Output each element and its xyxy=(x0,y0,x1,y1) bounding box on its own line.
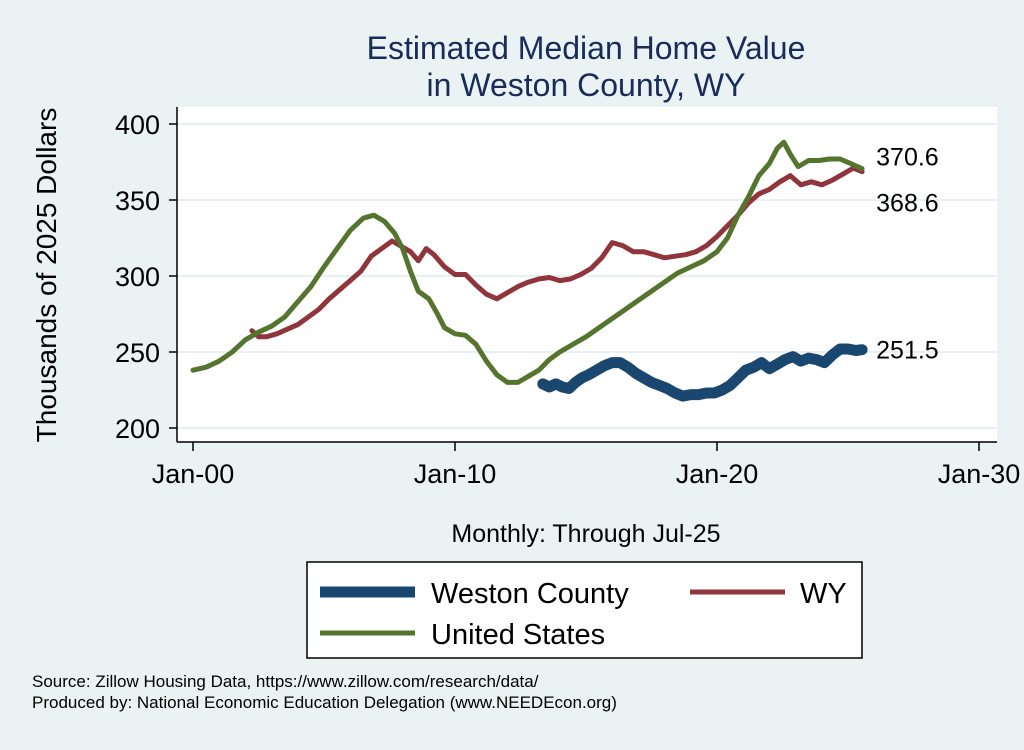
y-tick-label-200: 200 xyxy=(115,414,160,444)
y-tick-label-400: 400 xyxy=(115,110,160,140)
x-tick-label-Jan-30: Jan-30 xyxy=(938,459,1021,489)
y-tick-label-250: 250 xyxy=(115,338,160,368)
series-line-united-states xyxy=(190,139,865,385)
legend-label-wy: WY xyxy=(800,578,847,610)
chart-title-line-2: in Weston County, WY xyxy=(427,67,746,103)
end-label-united-states: 370.6 xyxy=(876,144,939,172)
series-line-wy xyxy=(249,165,865,340)
series-line-weston-county xyxy=(537,343,868,402)
legend-label-united-states: United States xyxy=(431,619,605,651)
x-axis-label: Monthly: Through Jul-25 xyxy=(451,520,720,548)
y-tick-label-350: 350 xyxy=(115,186,160,216)
axis-ticks: 200 250 300 350 400 Jan-00 Jan-10 Jan-20 Jan-30 xyxy=(115,110,1020,489)
end-labels: 370.6 368.6 251.5 xyxy=(876,144,939,365)
legend: Weston County WY United States xyxy=(306,561,863,659)
produced-by-note: Produced by: National Economic Education… xyxy=(32,693,617,712)
x-tick-label-Jan-20: Jan-20 xyxy=(676,459,759,489)
x-tick-label-Jan-00: Jan-00 xyxy=(152,459,235,489)
series-lines xyxy=(190,139,868,402)
end-label-wy: 368.6 xyxy=(876,190,939,218)
legend-box xyxy=(306,561,863,659)
x-tick-label-Jan-10: Jan-10 xyxy=(414,459,497,489)
y-tick-label-300: 300 xyxy=(115,262,160,292)
legend-label-weston-county: Weston County xyxy=(431,578,629,610)
axes xyxy=(176,107,997,443)
plot-area xyxy=(177,107,997,442)
chart-title-line-1: Estimated Median Home Value xyxy=(367,30,806,66)
end-label-weston-county: 251.5 xyxy=(876,337,939,365)
y-axis-label: Thousands of 2025 Dollars xyxy=(31,108,62,443)
source-note: Source: Zillow Housing Data, https://www… xyxy=(32,672,539,691)
